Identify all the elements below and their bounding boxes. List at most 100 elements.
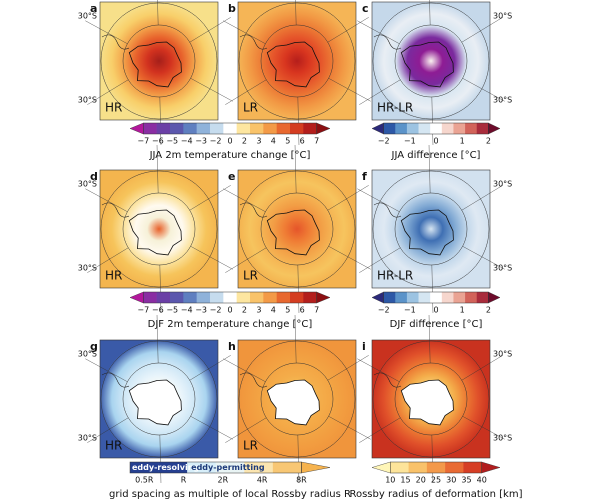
colorbar-segment (406, 292, 419, 303)
colorbar-tick-label: 7 (314, 137, 319, 146)
colorbar-tick-label: −4 (181, 306, 193, 315)
latitude-circle (260, 24, 334, 98)
colorbar-tick-label: −2 (210, 306, 222, 315)
colorbar-segment (371, 291, 384, 304)
map-field (99, 1, 219, 121)
colorbar-segment (395, 123, 408, 134)
colorbar-segment (418, 292, 431, 303)
colorbar-segment (476, 123, 489, 134)
colorbar-segment (303, 123, 317, 134)
colorbar-frame (129, 461, 302, 474)
colorbar-tick-label: −5 (166, 306, 178, 315)
colorbar-tick-label: 0.5R (135, 476, 154, 485)
colorbar-segment-label: eddy-permitting (191, 463, 265, 472)
colorbar-segment (465, 123, 478, 134)
colorbar-segment (316, 291, 331, 304)
latitude-label: 30°S (493, 12, 512, 21)
meridian (328, 78, 371, 102)
colorbar-tick-label: 20 (416, 476, 426, 485)
colorbar-tick-label: −1 (404, 306, 416, 315)
colorbar-segment (445, 462, 464, 473)
colorbar-tick-label: 2 (242, 137, 247, 146)
meridian (297, 434, 300, 483)
colorbar-segment (210, 123, 224, 134)
meridian (85, 358, 128, 382)
meridian (428, 315, 431, 364)
meridian (431, 96, 434, 145)
latitude-circle (122, 362, 196, 436)
meridian (461, 355, 503, 381)
colorbar-tick-label: −5 (166, 137, 178, 146)
panel-label: HR (105, 101, 122, 115)
panel-label: LR (243, 439, 258, 453)
colorbar-tick-label: 4 (271, 137, 276, 146)
colorbar-label: DJF 2m temperature change [°C] (148, 319, 313, 330)
panel-letter: b (228, 2, 236, 15)
colorbar-tick-label: 4R (257, 476, 268, 485)
meridian (429, 0, 431, 26)
meridian (359, 247, 401, 273)
colorbar-label: JJA difference [°C] (391, 150, 481, 161)
panel-label: HR (105, 269, 122, 283)
meridian (297, 264, 300, 313)
colorbar-tick-label: 5 (285, 306, 290, 315)
colorbar-label: Rossby radius of deformation [km] (349, 489, 522, 500)
latitude-circle (394, 362, 468, 436)
colorbar-tick-label: 0 (433, 306, 438, 315)
colorbar-segment (383, 292, 396, 303)
colorbar-tick-label: 2 (242, 306, 247, 315)
map-panel (357, 315, 505, 483)
map-field (99, 169, 219, 289)
antarctica (128, 379, 182, 426)
colorbar-segment (236, 292, 251, 303)
panel-label: LR (243, 101, 258, 115)
coastline (373, 34, 402, 50)
meridian (328, 416, 371, 440)
colorbar-tick-label: 40 (477, 476, 487, 485)
colorbar-segment (183, 123, 197, 134)
meridian (223, 358, 266, 382)
colorbar-segment (143, 292, 157, 303)
panel-label: HR-LR (377, 101, 413, 115)
colorbar-tick-label: −6 (152, 137, 164, 146)
colorbar-tick-label: −2 (210, 137, 222, 146)
meridian (462, 416, 505, 440)
colorbar-tick-label: −1 (404, 137, 416, 146)
meridian (159, 96, 162, 145)
colorbar-tick-label: 0 (433, 137, 438, 146)
colorbar-segment (465, 292, 478, 303)
latitude-label: 30°S (78, 96, 97, 105)
colorbar-tick-label: −2 (378, 306, 390, 315)
colorbar-segment (276, 123, 291, 134)
meridian (87, 247, 129, 273)
panel-label: LR (243, 269, 258, 283)
colorbar-tick-label: 1 (460, 306, 465, 315)
meridian (359, 417, 401, 443)
colorbar-tick-label: 3 (256, 137, 261, 146)
meridian (156, 315, 159, 364)
meridian (85, 188, 128, 212)
meridian (462, 78, 505, 102)
latitude-label: 30°S (493, 434, 512, 443)
map-field (237, 1, 357, 121)
map-panel (223, 0, 371, 145)
colorbar-tick-label: 2R (218, 476, 229, 485)
colorbar-segment (408, 462, 428, 473)
meridian (223, 20, 266, 44)
map-panel (357, 145, 505, 313)
meridian (190, 78, 233, 102)
colorbar-segment (481, 461, 501, 474)
colorbar-segment (453, 123, 466, 134)
colorbar-tick-label: 0 (227, 137, 232, 146)
latitude-label: 30°S (493, 180, 512, 189)
coastline (373, 372, 402, 388)
colorbar-segment (476, 292, 489, 303)
coastline (373, 202, 402, 218)
colorbar-tick-label: 1 (460, 137, 465, 146)
colorbar-segment (426, 462, 446, 473)
colorbar-tick-label: −4 (181, 137, 193, 146)
latitude-circle (238, 170, 356, 288)
coastline (239, 202, 268, 218)
meridian (327, 355, 369, 381)
colorbar-tick-label: −6 (152, 306, 164, 315)
